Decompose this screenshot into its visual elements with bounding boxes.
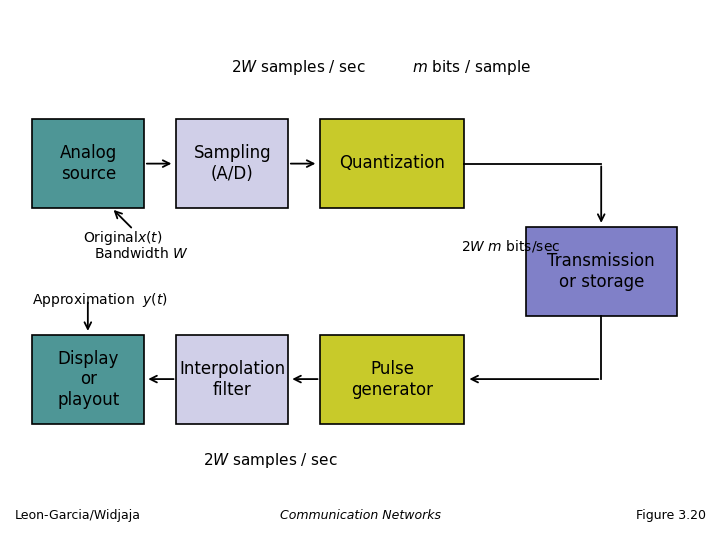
Text: Bandwidth $W$: Bandwidth $W$ [94, 246, 188, 261]
Text: Display
or
playout: Display or playout [57, 349, 120, 409]
FancyBboxPatch shape [176, 335, 288, 424]
Text: 2$W$ $m$ bits/sec: 2$W$ $m$ bits/sec [461, 238, 560, 254]
FancyBboxPatch shape [32, 119, 144, 208]
Text: Figure 3.20: Figure 3.20 [636, 509, 706, 522]
Text: 2$W$ samples / sec: 2$W$ samples / sec [231, 58, 366, 77]
FancyBboxPatch shape [320, 335, 464, 424]
Text: $m$ bits / sample: $m$ bits / sample [412, 58, 531, 77]
Text: Leon-Garcia/Widjaja: Leon-Garcia/Widjaja [14, 509, 140, 522]
Text: Interpolation
filter: Interpolation filter [179, 360, 285, 399]
FancyBboxPatch shape [320, 119, 464, 208]
FancyBboxPatch shape [526, 227, 677, 316]
Text: Sampling
(A/D): Sampling (A/D) [194, 144, 271, 183]
Text: Transmission
or storage: Transmission or storage [547, 252, 655, 291]
FancyBboxPatch shape [176, 119, 288, 208]
Text: Quantization: Quantization [339, 154, 446, 172]
Text: Analog
source: Analog source [60, 144, 117, 183]
Text: Original$x(t)$: Original$x(t)$ [83, 228, 162, 247]
FancyBboxPatch shape [32, 335, 144, 424]
Text: Approximation  $y(t)$: Approximation $y(t)$ [32, 291, 168, 309]
Text: Pulse
generator: Pulse generator [351, 360, 433, 399]
Text: Communication Networks: Communication Networks [279, 509, 441, 522]
Text: 2$W$ samples / sec: 2$W$ samples / sec [202, 450, 338, 470]
